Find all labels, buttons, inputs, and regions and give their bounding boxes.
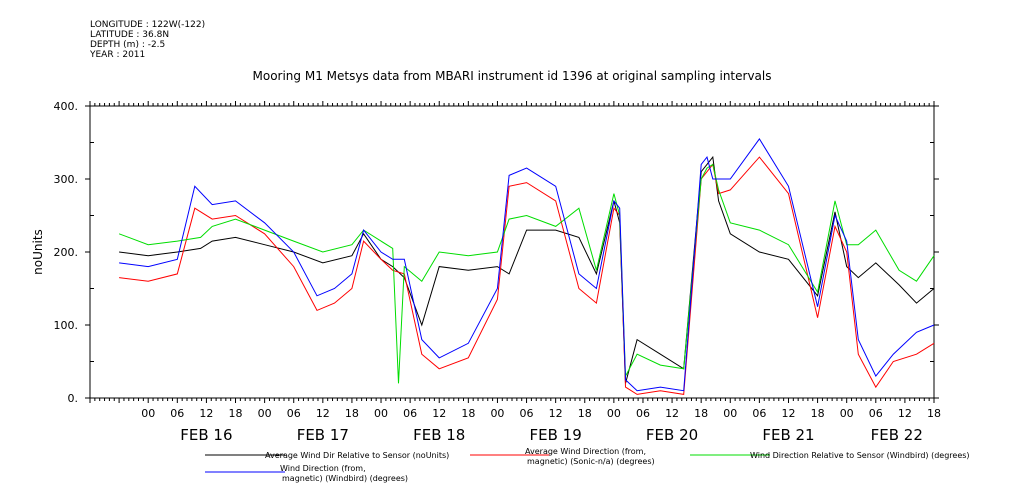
x-hour-label: 12 bbox=[432, 407, 446, 420]
x-hour-label: 00 bbox=[258, 407, 272, 420]
x-hour-label: 18 bbox=[694, 407, 708, 420]
x-day-label: FEB 20 bbox=[646, 426, 698, 444]
chart-title: Mooring M1 Metsys data from MBARI instru… bbox=[253, 69, 772, 83]
x-hour-label: 12 bbox=[199, 407, 213, 420]
legend-label: Average Wind Direction (from, bbox=[525, 447, 646, 456]
y-tick-label: 200. bbox=[54, 246, 79, 259]
x-hour-label: 18 bbox=[461, 407, 475, 420]
x-hour-label: 06 bbox=[170, 407, 184, 420]
x-hour-label: 12 bbox=[316, 407, 330, 420]
x-hour-label: 06 bbox=[520, 407, 534, 420]
legend: Average Wind Dir Relative to Sensor (noU… bbox=[205, 447, 970, 483]
x-hour-label: 00 bbox=[607, 407, 621, 420]
legend-label: Wind Direction Relative to Sensor (Windb… bbox=[750, 451, 970, 460]
metadata-block: LONGITUDE : 122W(-122) LATITUDE : 36.8N … bbox=[90, 20, 205, 60]
x-hour-label: 00 bbox=[490, 407, 504, 420]
plot-frame bbox=[89, 105, 935, 399]
y-tick-label: 0. bbox=[68, 392, 79, 405]
y-tick-label: 400. bbox=[54, 100, 79, 113]
x-hour-label: 00 bbox=[374, 407, 388, 420]
series-line-1 bbox=[119, 156, 935, 395]
y-axis: 0. 100. 200. 300. 400. bbox=[54, 100, 939, 405]
series-line-3 bbox=[119, 138, 935, 392]
latitude-text: LATITUDE : 36.8N bbox=[90, 30, 170, 40]
depth-text: DEPTH (m) : -2.5 bbox=[90, 40, 166, 50]
x-day-label: FEB 16 bbox=[180, 426, 232, 444]
x-hour-label: 18 bbox=[927, 407, 941, 420]
legend-label-line2: magnetic) (Windbird) (degrees) bbox=[282, 474, 408, 483]
legend-label-line2: magnetic) (Sonic-n/a) (degrees) bbox=[527, 457, 655, 466]
x-day-label: FEB 19 bbox=[530, 426, 582, 444]
x-hour-label: 12 bbox=[549, 407, 563, 420]
x-hour-label: 06 bbox=[869, 407, 883, 420]
series-line-0 bbox=[119, 155, 935, 384]
x-hour-label: 18 bbox=[811, 407, 825, 420]
x-day-label: FEB 21 bbox=[762, 426, 814, 444]
x-hour-label: 06 bbox=[403, 407, 417, 420]
series-layer bbox=[118, 138, 935, 395]
x-hour-label: 18 bbox=[229, 407, 243, 420]
x-hour-label: 18 bbox=[578, 407, 592, 420]
x-day-label: FEB 22 bbox=[871, 426, 923, 444]
x-hour-label: 00 bbox=[723, 407, 737, 420]
x-hour-label: 12 bbox=[665, 407, 679, 420]
year-text: YEAR : 2011 bbox=[90, 50, 146, 60]
x-hour-label: 12 bbox=[898, 407, 912, 420]
x-hour-label: 06 bbox=[636, 407, 650, 420]
x-hour-label: 06 bbox=[287, 407, 301, 420]
legend-label: Average Wind Dir Relative to Sensor (noU… bbox=[265, 451, 449, 460]
legend-label: Wind Direction (from, bbox=[280, 464, 366, 473]
y-tick-label: 100. bbox=[54, 319, 79, 332]
x-day-label: FEB 17 bbox=[297, 426, 349, 444]
x-hour-label: 00 bbox=[840, 407, 854, 420]
x-hour-label: 06 bbox=[752, 407, 766, 420]
y-axis-label: noUnits bbox=[31, 229, 45, 275]
x-day-label: FEB 18 bbox=[413, 426, 465, 444]
x-hour-label: 12 bbox=[781, 407, 795, 420]
x-hour-label: 00 bbox=[141, 407, 155, 420]
x-hour-label: 18 bbox=[345, 407, 359, 420]
series-line-2 bbox=[118, 163, 935, 384]
y-tick-label: 300. bbox=[54, 173, 79, 186]
x-axis: 00 06 12 18 00 06 12 18 00 06 12 18 00 06 12 18 00 06 12 18… bbox=[89, 101, 941, 444]
longitude-text: LONGITUDE : 122W(-122) bbox=[90, 20, 206, 30]
